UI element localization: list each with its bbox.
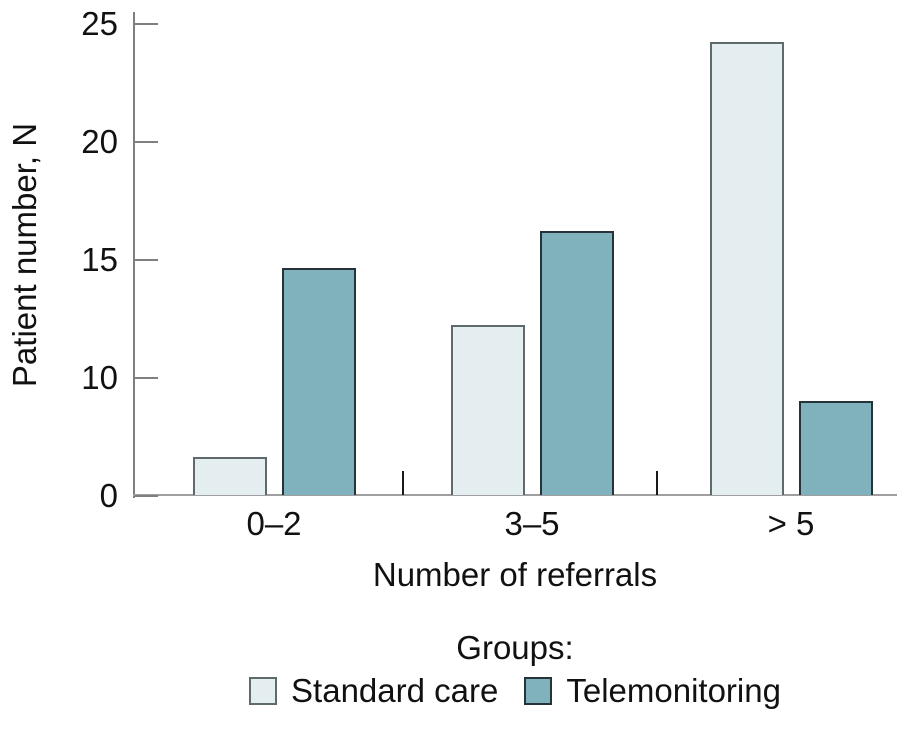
y-tick-label: 10 <box>81 359 118 396</box>
legend: Standard care Telemonitoring <box>133 672 897 710</box>
group-divider-tick <box>402 471 404 495</box>
y-tick-label: 0 <box>99 477 118 514</box>
bar-telemonitoring <box>799 401 873 495</box>
bar-standard-care <box>451 325 525 495</box>
y-tick <box>135 259 158 261</box>
legend-swatch-telemonitoring <box>524 677 553 705</box>
y-tick-label: 20 <box>81 123 118 160</box>
legend-item-telemonitoring: Telemonitoring <box>524 672 781 710</box>
y-axis-line <box>133 12 135 498</box>
y-tick <box>135 23 158 25</box>
bar-standard-care <box>193 457 267 495</box>
y-tick-label: 25 <box>81 5 118 42</box>
group-divider-tick <box>656 471 658 495</box>
legend-label: Telemonitoring <box>566 672 781 709</box>
legend-title: Groups: <box>456 629 574 666</box>
x-axis-title: Number of referrals <box>372 556 658 593</box>
category-label: > 5 <box>767 505 815 542</box>
legend-label: Standard care <box>291 672 499 709</box>
y-tick <box>135 377 158 379</box>
y-tick <box>135 141 158 143</box>
y-tick <box>135 495 158 497</box>
category-label: 0–2 <box>246 505 302 542</box>
bar-standard-care <box>710 42 784 495</box>
bar-telemonitoring <box>540 231 614 495</box>
y-tick-label: 15 <box>81 241 118 278</box>
legend-item-standard-care: Standard care <box>249 672 498 710</box>
bar-telemonitoring <box>282 268 356 495</box>
category-label: 3–5 <box>504 505 560 542</box>
x-axis-baseline <box>133 494 897 496</box>
legend-swatch-standard-care <box>249 677 278 705</box>
